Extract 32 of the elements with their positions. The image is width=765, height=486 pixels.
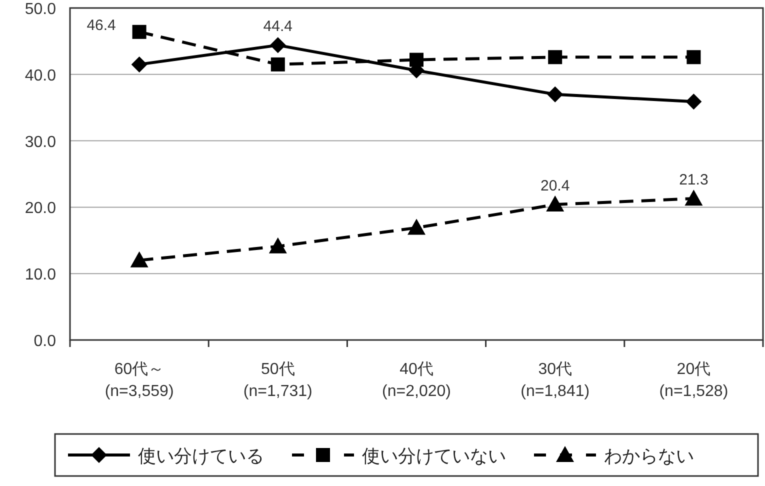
legend-label: 使い分けている (138, 446, 264, 466)
x-tick-label: 40代 (n=2,020) (382, 361, 451, 400)
y-tick-label: 50.0 (24, 1, 56, 18)
x-tick-label: 50代 (n=1,731) (243, 361, 312, 400)
point (131, 56, 148, 72)
point (547, 86, 564, 102)
data-label: 21.3 (679, 172, 708, 189)
x-tick-label: 30代 (n=1,841) (520, 361, 590, 400)
point (270, 37, 286, 54)
point (686, 94, 702, 110)
data-label: 44.4 (263, 18, 292, 36)
point (686, 50, 701, 64)
legend-label: 使い分けていない (362, 446, 506, 466)
point (684, 190, 703, 206)
data-label: 20.4 (540, 178, 570, 195)
y-tick-label: 0.0 (34, 333, 56, 350)
point (408, 218, 426, 235)
x-tick-label: 60代～ (n=3,559) (104, 361, 174, 400)
y-tick-label: 30.0 (24, 134, 56, 151)
point (268, 237, 287, 254)
y-tick-label: 40.0 (24, 67, 56, 84)
point (546, 196, 564, 212)
data-label: 46.4 (86, 16, 116, 34)
legend-label: わからない (604, 446, 694, 466)
point (410, 52, 424, 67)
x-tick-label: 20代 (n=1,528) (659, 361, 728, 400)
y-tick-label: 10.0 (24, 266, 56, 284)
point (548, 50, 562, 64)
y-tick-label: 20.0 (24, 200, 56, 218)
point (130, 251, 148, 268)
point (270, 57, 285, 72)
point (132, 24, 146, 39)
